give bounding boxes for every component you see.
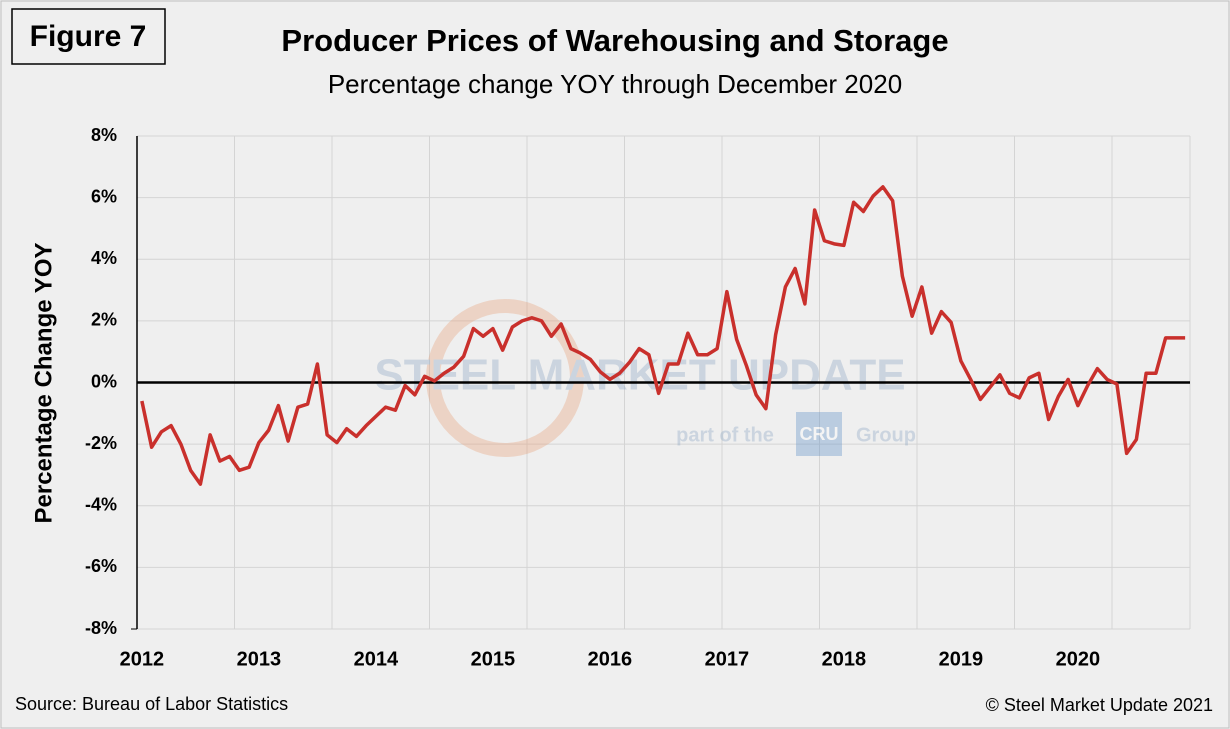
chart-subtitle: Percentage change YOY through December 2… [328, 69, 902, 99]
y-tick-label: -2% [85, 433, 117, 453]
x-tick-label: 2019 [939, 648, 984, 670]
copyright: © Steel Market Update 2021 [986, 695, 1213, 715]
source: Source: Bureau of Labor Statistics [15, 694, 288, 714]
y-tick-label: 4% [91, 248, 117, 268]
x-tick-label: 2017 [705, 648, 750, 670]
watermark-box [796, 412, 842, 456]
y-tick-label: -8% [85, 618, 117, 638]
x-tick-label: 2016 [588, 648, 633, 670]
y-tick-label: 6% [91, 186, 117, 206]
y-tick-label: 8% [91, 125, 117, 145]
watermark-cru: CRU [800, 424, 839, 444]
x-tick-label: 2020 [1056, 648, 1101, 670]
y-tick-label: -6% [85, 556, 117, 576]
watermark-brand: STEEL MARKET UPDATE [374, 351, 905, 400]
x-tick-label: 2014 [354, 648, 399, 670]
watermark-text: part of the [676, 424, 774, 446]
x-tick-label: 2012 [120, 648, 165, 670]
y-tick-label: -4% [85, 495, 117, 515]
series-line [140, 185, 1186, 486]
watermark-group: Group [856, 424, 916, 446]
x-tick-label: 2013 [237, 648, 282, 670]
y-tick-label: 0% [91, 371, 117, 391]
y-tick-label: 2% [91, 310, 117, 330]
chart-title: Producer Prices of Warehousing and Stora… [281, 23, 948, 58]
x-tick-label: 2015 [471, 648, 516, 670]
y-axis-label: Percentage Change YOY [30, 243, 57, 524]
figure-box [11, 8, 166, 65]
figure-label: Figure 7 [30, 20, 147, 53]
x-tick-label: 2018 [822, 648, 867, 670]
watermark-ring [426, 299, 584, 457]
